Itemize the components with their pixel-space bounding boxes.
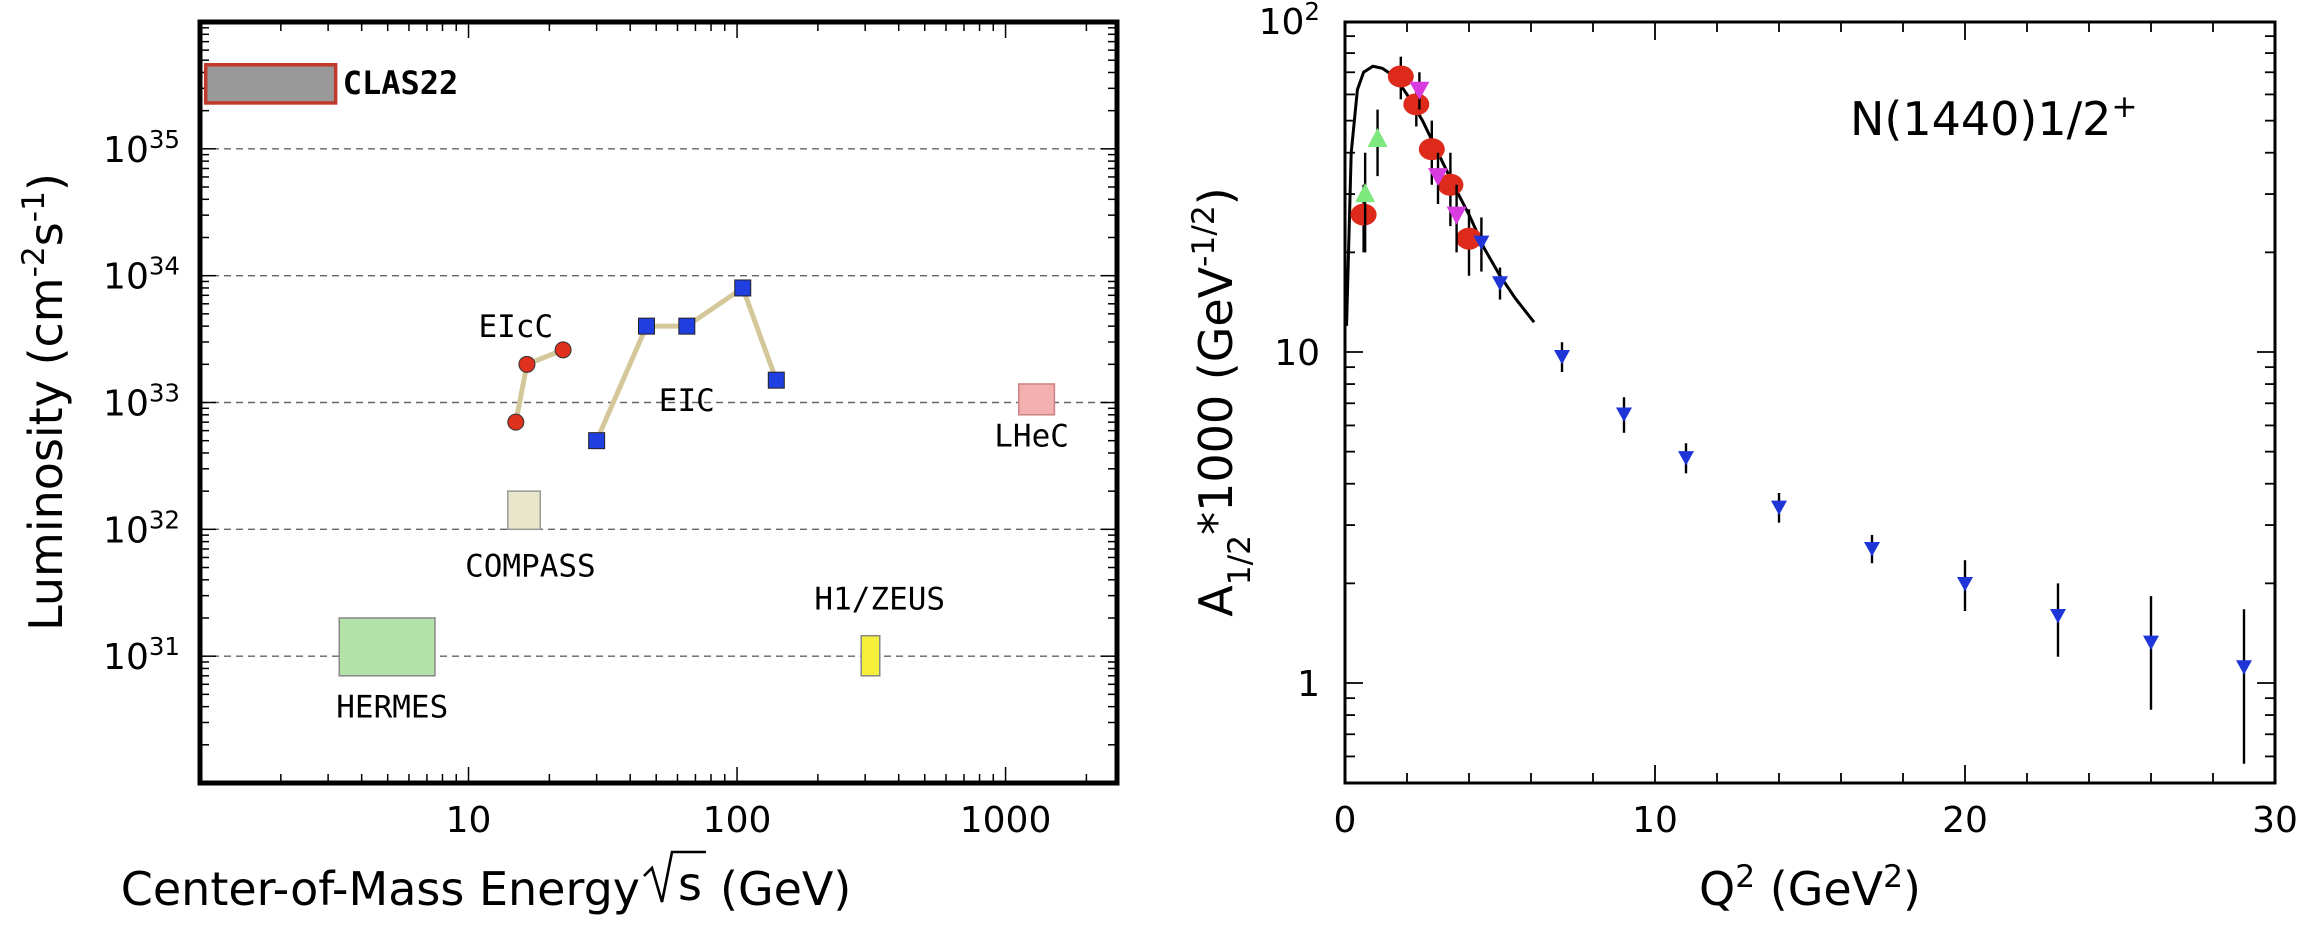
- x-tick-label: 30: [2252, 800, 2298, 841]
- x-axis-label: Q2 (GeV2): [1699, 859, 1921, 916]
- x-tick-label: 100: [703, 800, 772, 841]
- data-point-red-ellipses: [1456, 227, 1482, 250]
- x-tick-label: 10: [446, 800, 492, 841]
- y-axis-label: Luminosity (cm-2s-1): [16, 173, 73, 631]
- data-point-red-ellipses: [1350, 203, 1377, 226]
- form-factor-chart: N(1440)1/2+ 0 10 20 30 1 10 102 Q2 (GeV2) A1/2*10…: [1186, 0, 2298, 916]
- region-label-lhec: LHeC: [994, 418, 1069, 454]
- y-tick-label: 1034: [103, 251, 180, 298]
- data-point-blue-triangles-down: [2050, 609, 2066, 624]
- region-box-hermes: [338, 617, 436, 677]
- data-point-blue-triangles-down: [2236, 660, 2252, 675]
- x-tick-label: 1000: [960, 800, 1052, 841]
- data-point-red-ellipses: [1418, 138, 1445, 161]
- luminosity-chart: CLAS22 COMPASS HERMES H1/ZEUS LHeC EIcC EIC 10 1…: [16, 19, 1120, 916]
- x-tick-label: 20: [1942, 800, 1988, 841]
- data-point-blue-triangles-down: [1616, 407, 1632, 422]
- data-point-eic: [637, 317, 655, 335]
- x-axis-label: Center-of-Mass Energy: [121, 862, 640, 916]
- data-point-magenta-triangles-down: [1446, 206, 1467, 225]
- sqrt-sign: [643, 850, 706, 903]
- region-label-compass: COMPASS: [465, 548, 596, 584]
- y-axis-label: A1/2*1000 (GeV-1/2): [1186, 187, 1258, 616]
- region-box-clas22: [203, 63, 338, 105]
- y-tick-label: 10: [1274, 333, 1320, 374]
- data-point-blue-triangles-down: [1864, 542, 1880, 557]
- y-tick-label: 1033: [103, 378, 180, 425]
- plot-frame: [1343, 20, 2277, 785]
- y-tick-label: 1: [1297, 664, 1320, 705]
- model-curve: [1345, 64, 1536, 326]
- data-point-green-triangles-up: [1367, 128, 1388, 148]
- data-point-eicc: [554, 341, 572, 359]
- data-point-eic: [767, 371, 785, 389]
- data-point-blue-triangles-down: [2143, 635, 2159, 651]
- y-tick-label: 102: [1259, 0, 1320, 43]
- data-point-blue-triangles-down: [1473, 235, 1490, 250]
- series-label-eic: EIC: [659, 383, 715, 419]
- data-point-blue-triangles-down: [1957, 576, 1973, 592]
- data-point-blue-triangles-down: [1492, 276, 1508, 291]
- x-axis-label-sqrt: s: [678, 857, 702, 911]
- region-label-hermes: HERMES: [336, 690, 448, 726]
- region-label-clas22: CLAS22: [343, 64, 459, 102]
- region-box-h1-zeus: [860, 634, 881, 677]
- plot-frame: [197, 19, 1120, 786]
- x-tick-label: 10: [1632, 800, 1678, 841]
- data-point-magenta-triangles-down: [1409, 81, 1430, 100]
- data-point-eicc: [518, 355, 536, 373]
- data-point-eic: [734, 279, 752, 297]
- data-point-green-triangles-up: [1355, 183, 1376, 203]
- data-point-blue-triangles-down: [1678, 451, 1694, 466]
- data-point-blue-triangles-down: [1771, 500, 1787, 516]
- chart-title: N(1440)1/2+: [1850, 89, 2138, 146]
- series-label-eicc: EIcC: [478, 309, 553, 345]
- data-point-blue-triangles-down: [1554, 349, 1570, 365]
- region-box-lhec: [1018, 383, 1056, 416]
- data-point-magenta-triangles-down: [1428, 168, 1448, 187]
- region-box-compass: [507, 490, 542, 531]
- y-tick-label: 1032: [103, 505, 180, 552]
- x-axis-label-unit: (GeV): [720, 862, 851, 916]
- data-point-eicc: [507, 413, 525, 431]
- data-point-red-ellipses: [1403, 93, 1430, 116]
- data-point-eic: [588, 432, 606, 450]
- x-tick-label: 0: [1334, 800, 1357, 841]
- data-point-red-ellipses: [1387, 65, 1414, 88]
- y-tick-label: 1035: [103, 124, 180, 171]
- region-label-h1-zeus: H1/ZEUS: [814, 581, 945, 617]
- y-tick-label: 1031: [103, 632, 180, 679]
- data-point-eic: [678, 317, 696, 335]
